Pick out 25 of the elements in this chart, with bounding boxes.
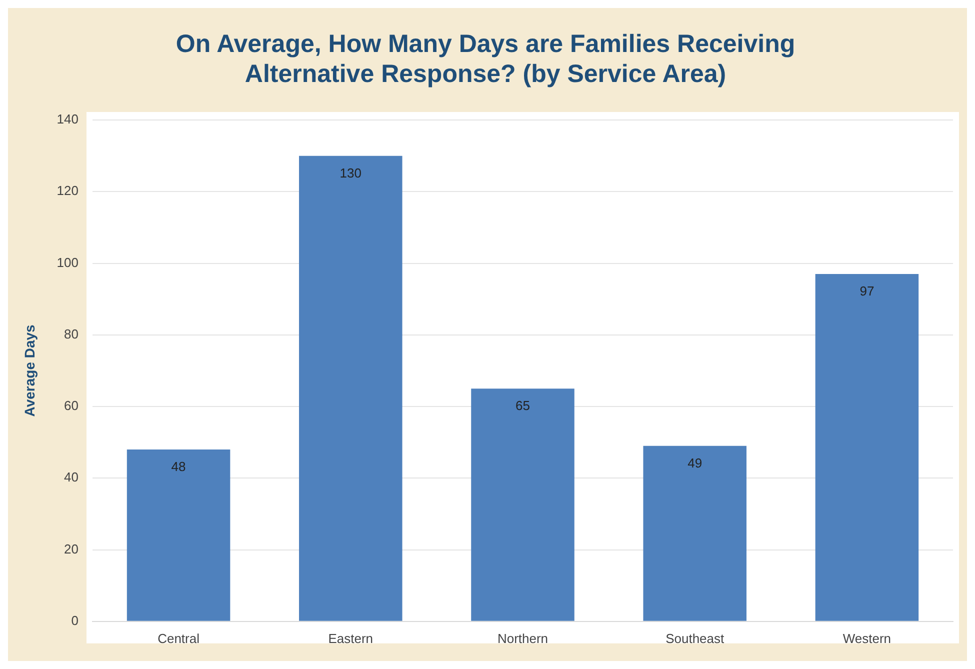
- y-tick-label: 100: [56, 254, 78, 270]
- y-tick-label: 80: [64, 326, 78, 342]
- y-tick-label: 140: [56, 112, 78, 127]
- y-tick-label: 120: [56, 183, 78, 198]
- y-axis-title: Average Days: [21, 324, 38, 417]
- data-label: 97: [860, 284, 874, 299]
- data-label: 65: [516, 398, 530, 414]
- data-label: 130: [340, 165, 362, 180]
- bar: [126, 449, 230, 621]
- data-label: 49: [688, 455, 702, 470]
- y-tick-label: 60: [64, 398, 78, 414]
- data-label: 48: [171, 459, 186, 474]
- bar: [643, 446, 746, 621]
- x-tick-label: Central: [158, 630, 200, 646]
- chart-title: On Average, How Many Days are Families Receiving Alternative Response? (by Service Area): [176, 30, 796, 88]
- y-tick-label: 0: [71, 612, 78, 628]
- bar: [299, 156, 402, 621]
- bar: [471, 388, 574, 621]
- y-tick-label: 20: [64, 541, 78, 556]
- bar: [815, 274, 919, 621]
- x-tick-label: Southeast: [666, 630, 725, 646]
- x-tick-label: Eastern: [328, 630, 374, 646]
- x-tick-label: Northern: [497, 630, 548, 646]
- y-tick-label: 40: [64, 470, 78, 485]
- x-tick-label: Western: [842, 630, 892, 646]
